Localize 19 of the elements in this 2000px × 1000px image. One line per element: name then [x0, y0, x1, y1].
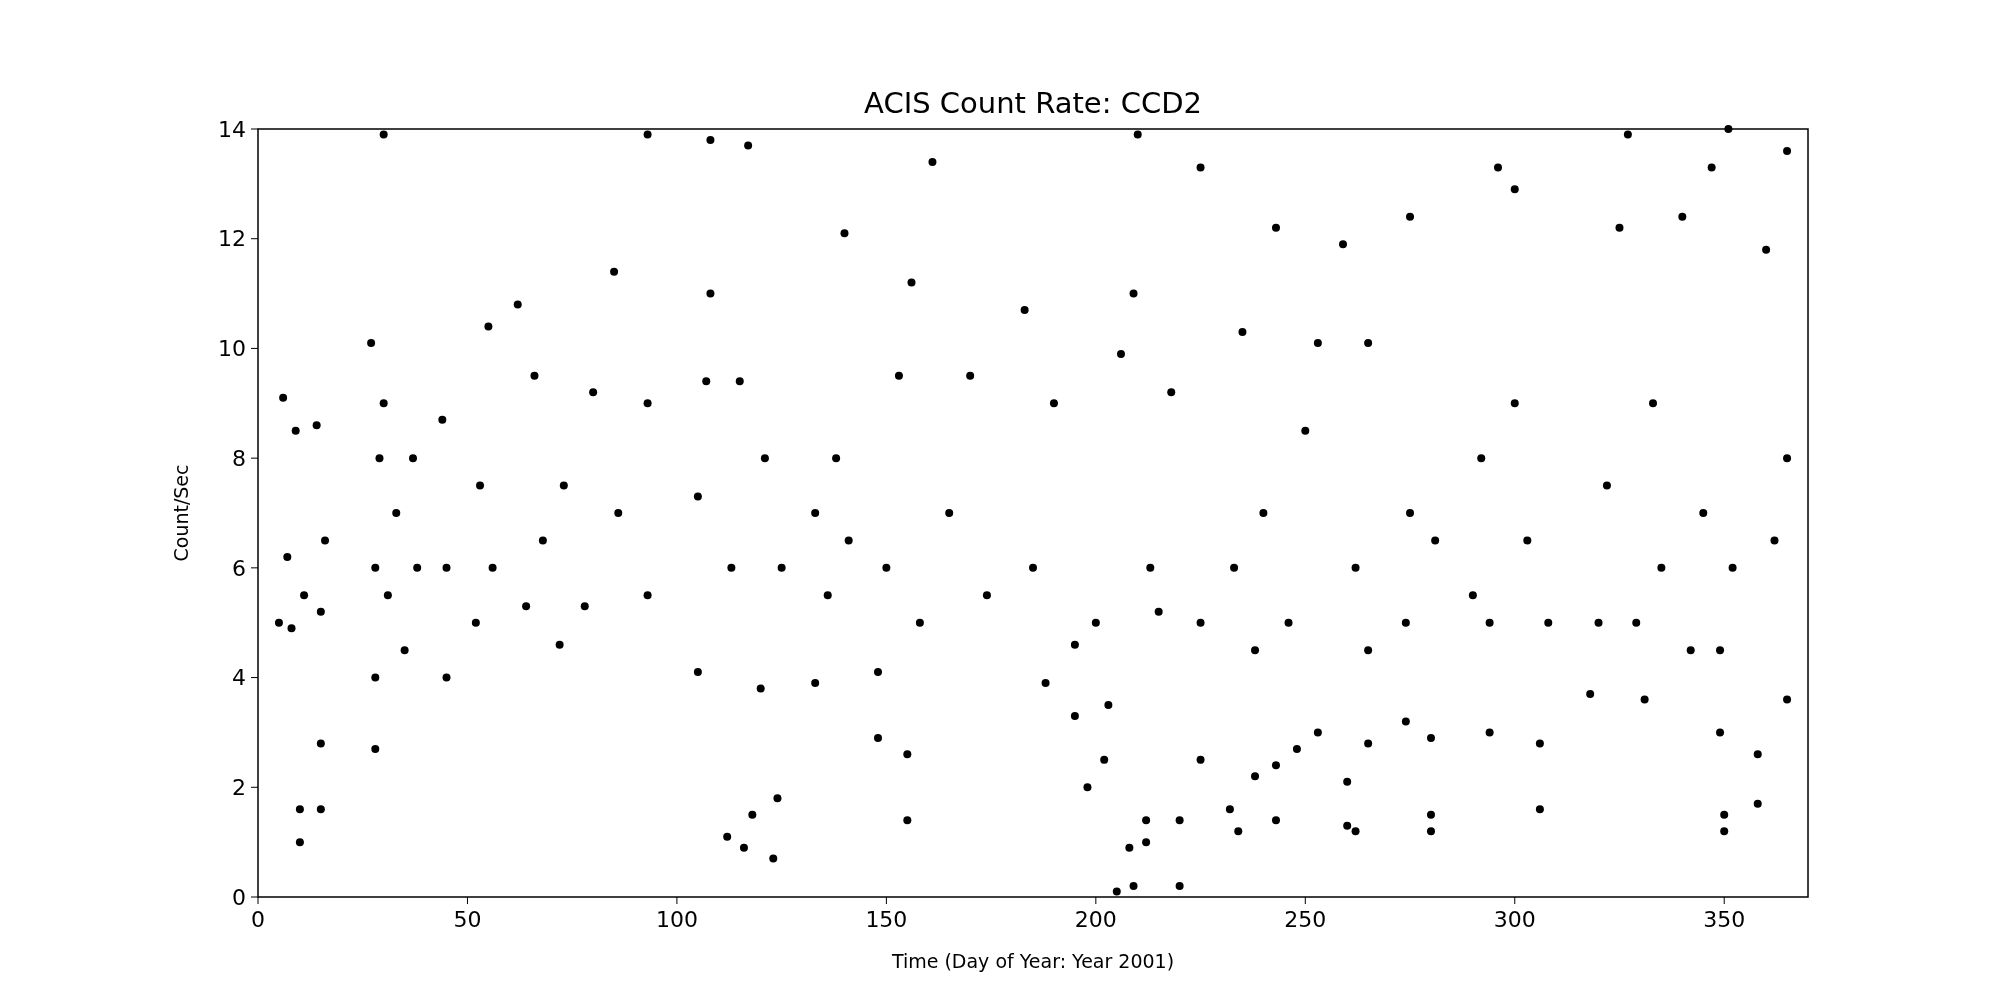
x-tick-label: 300 [1493, 907, 1536, 932]
x-tick-label: 350 [1703, 907, 1746, 932]
y-tick-label: 4 [232, 665, 246, 691]
x-tick-label: 250 [1284, 907, 1327, 932]
y-tick-label: 12 [218, 226, 246, 252]
y-tick-label: 6 [232, 555, 246, 581]
y-axis-title: Count/Sec [170, 464, 192, 562]
y-tick-label: 10 [218, 336, 246, 362]
x-tick-label: 50 [453, 907, 482, 932]
x-tick-label: 100 [655, 907, 698, 932]
x-tick-label: 200 [1074, 907, 1117, 932]
chart-title: ACIS Count Rate: CCD2 [864, 86, 1202, 120]
y-tick-label: 0 [232, 884, 246, 910]
x-tick-label: 0 [251, 907, 265, 932]
x-axis-title: Time (Day of Year: Year 2001) [890, 950, 1175, 972]
y-tick-label: 2 [232, 774, 246, 800]
x-tick-label: 150 [865, 907, 908, 932]
y-tick-label: 14 [218, 116, 246, 142]
y-tick-label: 8 [232, 445, 246, 471]
